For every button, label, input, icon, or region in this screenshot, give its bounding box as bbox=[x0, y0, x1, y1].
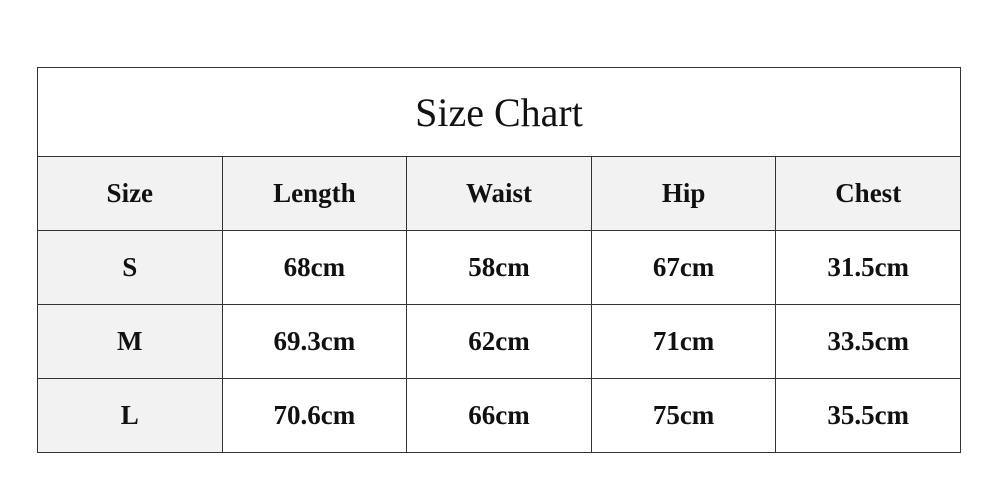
header-chest: Chest bbox=[775, 156, 961, 231]
table-row: S 68cm 58cm 67cm 31.5cm bbox=[37, 230, 961, 305]
table-row: L 70.6cm 66cm 75cm 35.5cm bbox=[37, 378, 961, 453]
header-hip: Hip bbox=[590, 156, 777, 231]
header-size: Size bbox=[37, 156, 223, 231]
table-title: Size Chart bbox=[37, 67, 961, 157]
size-chart-table: Size Chart Size Length Waist Hip Chest S… bbox=[37, 67, 961, 453]
cell-waist: 58cm bbox=[406, 230, 592, 305]
header-row: Size Length Waist Hip Chest bbox=[37, 156, 961, 231]
cell-hip: 71cm bbox=[590, 304, 777, 379]
cell-chest: 33.5cm bbox=[775, 304, 961, 379]
cell-hip: 75cm bbox=[590, 378, 777, 453]
cell-size: S bbox=[37, 230, 223, 305]
cell-chest: 35.5cm bbox=[775, 378, 961, 453]
cell-length: 70.6cm bbox=[221, 378, 408, 453]
header-length: Length bbox=[221, 156, 408, 231]
table-row: M 69.3cm 62cm 71cm 33.5cm bbox=[37, 304, 961, 379]
cell-hip: 67cm bbox=[590, 230, 777, 305]
cell-length: 69.3cm bbox=[221, 304, 408, 379]
cell-size: M bbox=[37, 304, 223, 379]
cell-length: 68cm bbox=[221, 230, 408, 305]
cell-chest: 31.5cm bbox=[775, 230, 961, 305]
cell-waist: 62cm bbox=[406, 304, 592, 379]
cell-waist: 66cm bbox=[406, 378, 592, 453]
header-waist: Waist bbox=[406, 156, 592, 231]
cell-size: L bbox=[37, 378, 223, 453]
